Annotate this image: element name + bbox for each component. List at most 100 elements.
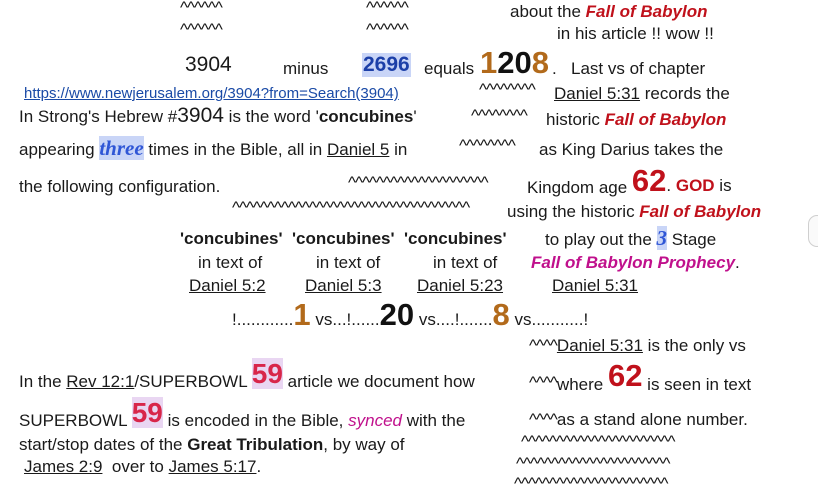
digits-20: 20 bbox=[497, 45, 532, 80]
daniel-5-3-link[interactable]: Daniel 5:3 bbox=[305, 276, 382, 295]
concubines-word: concubines bbox=[318, 107, 414, 126]
fall-of-babylon-text: Fall of Babylon bbox=[639, 202, 762, 221]
caret-line: ^^^^ bbox=[529, 373, 558, 392]
dots-a: !............ bbox=[232, 310, 294, 329]
fall-of-babylon-text: Fall of Babylon bbox=[585, 2, 708, 21]
play-label: to play out the bbox=[545, 230, 657, 249]
digits-20: 20 bbox=[379, 297, 415, 332]
is-label: is bbox=[714, 176, 732, 195]
number-59: 59 bbox=[131, 397, 163, 428]
three-word: three bbox=[99, 136, 144, 160]
play-out-text: to play out the 3 Stage bbox=[545, 226, 716, 251]
encoded-text: SUPERBOWL 59 is encoded in the Bible, sy… bbox=[19, 397, 466, 430]
wow-text: in his article !! wow !! bbox=[557, 24, 714, 43]
encoded-label: is encoded in the Bible, bbox=[162, 411, 349, 430]
seen-label: is seen in text bbox=[642, 375, 752, 394]
caret-line: ^^^^^^^^^^^^^^^^^^^^^^^^^^^^^^^^^^ bbox=[232, 198, 470, 217]
prophecy-text: Fall of Babylon Prophecy. bbox=[531, 253, 740, 273]
concubines-label-2: 'concubines' bbox=[292, 229, 395, 248]
james-5-17-link[interactable]: James 5:17 bbox=[168, 457, 257, 476]
strongs-text: In Strong's Hebrew #3904 is the word 'co… bbox=[19, 104, 417, 128]
james-text: James 2:9 over to James 5:17. bbox=[24, 457, 261, 477]
daniel-5-23-link[interactable]: Daniel 5:23 bbox=[417, 276, 504, 295]
where-62-text: ^^^^where 62 is seen in text bbox=[529, 358, 751, 394]
with-label: with the bbox=[402, 411, 466, 430]
period: . bbox=[256, 457, 262, 476]
using-label: using the historic bbox=[507, 202, 640, 221]
period: . bbox=[735, 253, 740, 272]
dots-d: vs...........! bbox=[509, 310, 589, 329]
daniel-5-31-link[interactable]: Daniel 5:31 bbox=[554, 84, 641, 103]
stand-alone-text: ^^^^as a stand alone number. bbox=[529, 410, 748, 430]
article-label: article we document how bbox=[282, 372, 475, 391]
caret-line: ^^^^^^ bbox=[366, 0, 409, 17]
side-scroll-handle[interactable] bbox=[808, 215, 818, 247]
caret-line: ^^^^ bbox=[529, 336, 558, 355]
in-text-of-3: in text of bbox=[433, 253, 498, 272]
james-2-9-link[interactable]: James 2:9 bbox=[24, 457, 103, 476]
rev-12-1-link[interactable]: Rev 12:1 bbox=[66, 372, 135, 391]
is-word-label: is the word ' bbox=[223, 107, 319, 126]
rev-superbowl-text: In the Rev 12:1/SUPERBOWL 59 article we … bbox=[19, 358, 475, 391]
start-stop-label: start/stop dates of the bbox=[19, 435, 188, 454]
only-vs-label: is the only vs bbox=[642, 336, 746, 355]
stand-alone-label: as a stand alone number. bbox=[556, 410, 748, 429]
caret-line: ^^^^^^^^ bbox=[479, 80, 536, 99]
daniel-5-link[interactable]: Daniel 5 bbox=[326, 140, 390, 159]
caret-line: ^^^^^^^^ bbox=[471, 106, 528, 125]
minus-text: minus bbox=[283, 59, 329, 78]
newjerusalem-link[interactable]: https://www.newjerusalem.org/3904?from=S… bbox=[24, 85, 399, 102]
about-text: about the Fall of Babylon bbox=[510, 2, 707, 22]
over-to-label: over to bbox=[102, 457, 169, 476]
caret-line: ^^^^^^^^^^^^^^^^^^^^^^ bbox=[521, 432, 675, 451]
stage-label: Stage bbox=[667, 230, 717, 249]
god-word: GOD bbox=[675, 176, 715, 195]
digit-8: 8 bbox=[531, 45, 549, 80]
quote-close: ' bbox=[413, 107, 417, 126]
verse-count-line: !............1 vs...!......20 vs....!...… bbox=[232, 297, 588, 333]
where-label: where bbox=[556, 375, 608, 394]
number-3904: 3904 bbox=[185, 53, 232, 76]
concubines-label-3: 'concubines' bbox=[404, 229, 507, 248]
superbowl-label: /SUPERBOWL bbox=[134, 372, 252, 391]
caret-line: ^^^^^^ bbox=[180, 20, 223, 39]
dots-b: vs...!...... bbox=[310, 310, 380, 329]
period: . bbox=[552, 59, 557, 78]
daniel-5-31-link[interactable]: Daniel 5:31 bbox=[552, 276, 639, 295]
daniel-5-2-link[interactable]: Daniel 5:2 bbox=[189, 276, 266, 295]
caret-line: ^^^^^^ bbox=[180, 0, 223, 17]
caret-line: ^^^^^^ bbox=[366, 20, 409, 39]
fall-of-babylon-prophecy: Fall of Babylon Prophecy bbox=[531, 253, 736, 272]
appearing-text: appearing three times in the Bible, all … bbox=[19, 136, 407, 161]
caret-line: ^^^^^^^^ bbox=[459, 136, 516, 155]
caret-line: ^^^^^^^^^^^^^^^^^^^^ bbox=[348, 173, 489, 192]
in-the-label: In the bbox=[19, 372, 67, 391]
great-tribulation-text: start/stop dates of the Great Tribulatio… bbox=[19, 435, 405, 455]
number-59: 59 bbox=[251, 358, 283, 389]
number-62: 62 bbox=[607, 358, 643, 393]
historic-label: historic bbox=[546, 110, 605, 129]
caret-line: ^^^^^^^^^^^^^^^^^^^^^^ bbox=[514, 474, 668, 493]
appearing-label: appearing bbox=[19, 140, 100, 159]
dots-c: vs....!....... bbox=[414, 310, 493, 329]
period: . bbox=[666, 176, 676, 195]
digit-1: 1 bbox=[480, 45, 498, 80]
historic-text: historic Fall of Babylon bbox=[546, 110, 726, 130]
only-vs-text: ^^^^Daniel 5:31 is the only vs bbox=[529, 336, 746, 356]
daniel-records-text: Daniel 5:31 records the bbox=[554, 84, 730, 104]
number-62: 62 bbox=[631, 163, 667, 198]
digit-8: 8 bbox=[492, 297, 510, 332]
in-label: in bbox=[389, 140, 408, 159]
daniel-5-31-link[interactable]: Daniel 5:31 bbox=[556, 336, 643, 355]
result-1208: 1208 bbox=[480, 45, 549, 81]
in-text-of-2: in text of bbox=[316, 253, 381, 272]
three-number: 3 bbox=[656, 226, 668, 250]
strongs-number: 3904 bbox=[177, 104, 224, 127]
king-darius-text: as King Darius takes the bbox=[539, 140, 724, 159]
caret-line: ^^^^ bbox=[529, 410, 558, 429]
kingdom-label: Kingdom age bbox=[527, 178, 632, 197]
strongs-label: In Strong's Hebrew # bbox=[19, 107, 178, 126]
number-2696: 2696 bbox=[362, 53, 411, 77]
kingdom-age-text: Kingdom age 62. GOD is bbox=[527, 163, 732, 199]
great-tribulation-word: Great Tribulation bbox=[187, 435, 324, 454]
